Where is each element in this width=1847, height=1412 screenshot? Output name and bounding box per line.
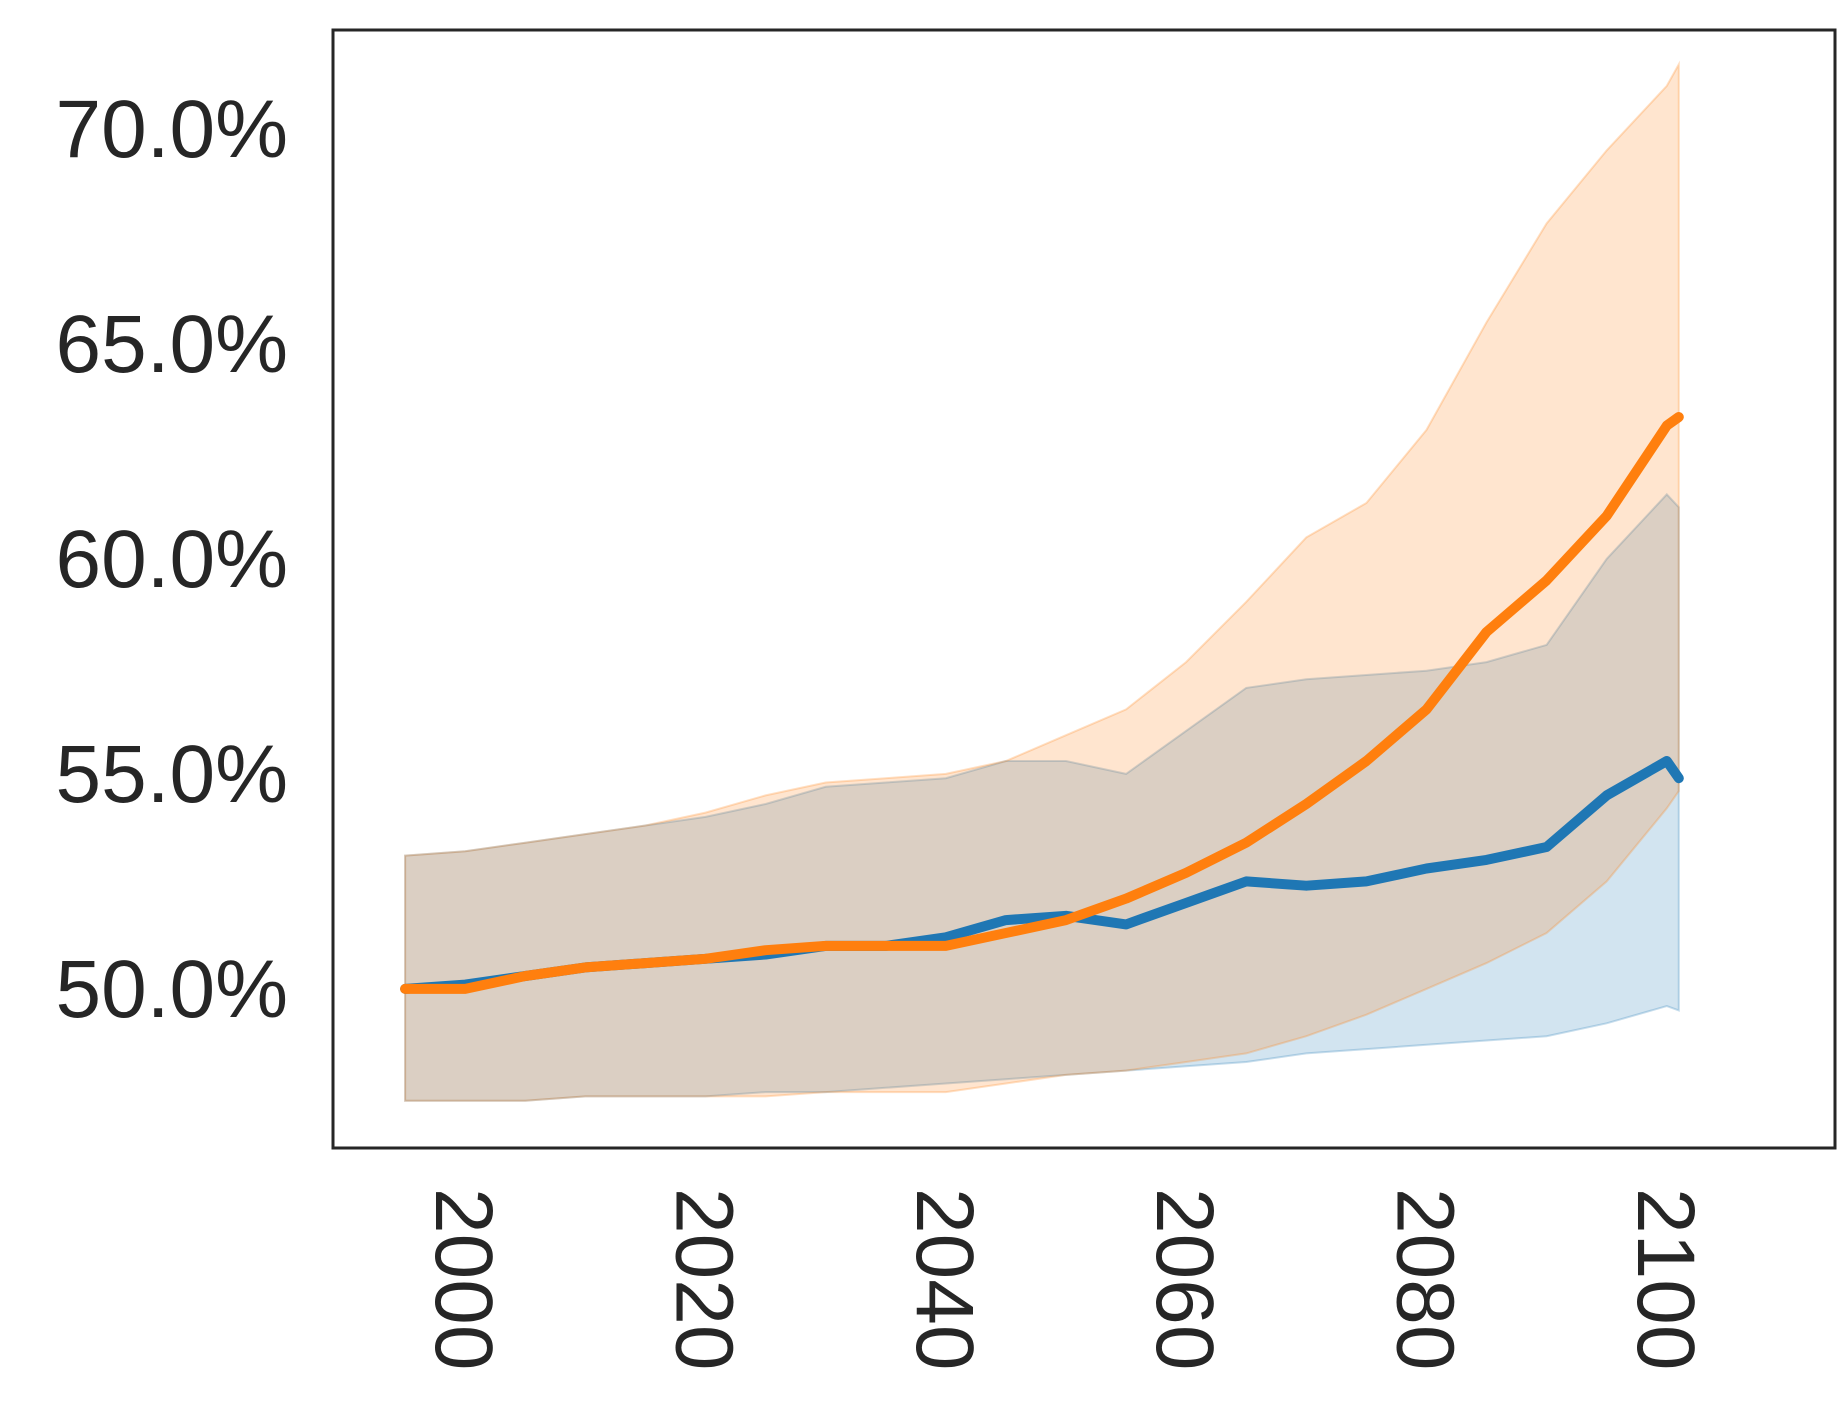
y-tick-label: 60.0%	[55, 514, 288, 605]
y-tick-label: 55.0%	[55, 729, 288, 820]
y-tick-label: 65.0%	[55, 299, 288, 390]
confidence-bands	[404, 60, 1680, 1102]
plot-frame	[331, 28, 1837, 1150]
x-tick-label: 2000	[418, 1188, 509, 1370]
plot-background	[333, 30, 1835, 1148]
y-tick-label: 50.0%	[55, 944, 288, 1035]
x-tick-label: 2060	[1139, 1188, 1230, 1370]
x-tick-label: 2040	[899, 1188, 990, 1370]
x-tick-label: 2100	[1620, 1188, 1711, 1370]
x-tick-label: 2020	[659, 1188, 750, 1370]
y-tick-label: 70.0%	[55, 84, 288, 175]
series-1-band	[404, 492, 1680, 1102]
y-axis-tick-labels: 50.0% 55.0% 60.0% 65.0% 70.0%	[55, 84, 288, 1035]
series-2-line	[400, 412, 1684, 994]
x-axis-tick-labels: 2000 2020 2040 2060 2080 2100	[418, 1188, 1711, 1370]
series-2-band	[404, 60, 1680, 1102]
x-tick-label: 2080	[1380, 1188, 1471, 1370]
series-lines	[400, 412, 1684, 994]
